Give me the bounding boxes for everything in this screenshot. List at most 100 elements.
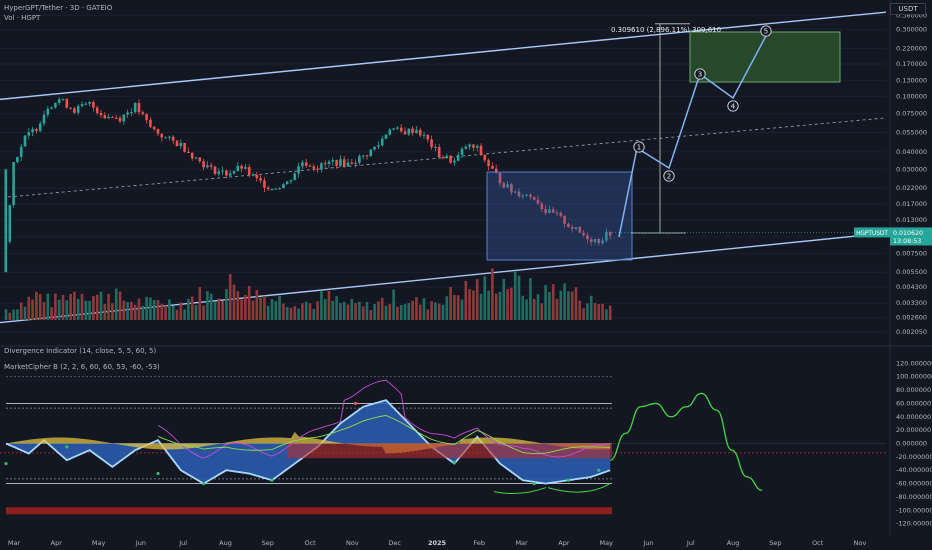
volume-bar <box>441 304 445 320</box>
currency-button[interactable]: USDT <box>890 3 926 15</box>
price-axis-tick: 0.005500 <box>896 268 927 276</box>
candle-body <box>8 205 12 242</box>
time-axis-tick: Jul <box>686 539 695 547</box>
candle-body <box>179 142 183 147</box>
volume-bar <box>358 301 361 320</box>
volume-bar <box>445 296 449 320</box>
volume-bar <box>76 298 80 320</box>
volume-bar <box>426 309 430 320</box>
candle-body <box>407 128 411 135</box>
candle-body <box>479 145 483 155</box>
time-axis-tick: Jul <box>178 539 187 547</box>
candle-body <box>46 108 50 115</box>
osc-signal-dot <box>566 478 571 482</box>
price-axis-tick: 0.220000 <box>896 44 927 52</box>
volume-bar <box>221 300 224 320</box>
candle-body <box>608 231 612 236</box>
wave-label-text: 4 <box>731 102 736 110</box>
candle-body <box>456 154 460 161</box>
wave-label-1[interactable]: 1 <box>633 141 645 153</box>
time-axis-tick: Jun <box>642 539 653 547</box>
price-axis-tick: 0.013000 <box>896 216 927 224</box>
osc-projection-curve[interactable] <box>609 392 763 491</box>
volume-bar <box>494 293 498 320</box>
volume-bar <box>369 309 373 320</box>
volume-bar <box>350 298 354 320</box>
wave-label-text: 2 <box>667 172 671 180</box>
candle-body <box>411 128 414 133</box>
candle-body <box>164 137 167 139</box>
volume-bar <box>544 285 547 320</box>
volume-bar <box>126 301 129 320</box>
volume-bar <box>392 289 395 320</box>
wave-label-3[interactable]: 3 <box>694 68 706 80</box>
candle-body <box>168 136 171 138</box>
volume-bar <box>453 294 456 320</box>
candle-body <box>346 162 350 167</box>
volume-bar <box>468 289 471 320</box>
volume-bar <box>50 307 53 320</box>
volume-bar <box>479 293 483 320</box>
volume-bar <box>460 299 464 320</box>
volume-bar <box>73 291 76 320</box>
volume-bar <box>225 289 228 320</box>
volume-bar <box>133 304 137 320</box>
candle-body <box>225 170 228 176</box>
candle-body <box>339 159 342 166</box>
volume-bar <box>373 304 376 320</box>
volume-bar <box>418 304 422 320</box>
candle-body <box>213 166 217 174</box>
osc-signal-dot <box>4 461 8 466</box>
volume-bar <box>323 298 327 320</box>
volume-bar <box>475 279 479 320</box>
candle-body <box>601 240 604 244</box>
volume-bar <box>304 301 308 320</box>
volume-bar <box>84 300 88 320</box>
volume-bar <box>145 296 148 320</box>
channel-upper-line[interactable] <box>0 11 887 101</box>
volume-bar <box>202 305 205 320</box>
candle-body <box>475 145 479 148</box>
time-axis-tick: Sep <box>262 539 274 547</box>
volume-bar <box>274 301 278 320</box>
candle-body <box>73 108 76 113</box>
symbol-tag-text: HGPTUSDT <box>856 231 888 237</box>
volume-bar <box>31 299 34 320</box>
wave-label-4[interactable]: 4 <box>727 100 739 112</box>
price-axis-tick: 0.170000 <box>896 60 927 68</box>
candle-body <box>570 226 574 229</box>
accumulation-box[interactable] <box>486 171 633 261</box>
volume-bar <box>346 304 350 320</box>
candle-body <box>567 223 570 227</box>
volume-bar <box>12 309 15 320</box>
osc-signal-dot <box>65 445 69 449</box>
volume-bar <box>380 297 384 320</box>
volume-bar <box>297 308 300 320</box>
volume-bar <box>263 295 266 320</box>
volume-bar <box>259 297 262 320</box>
wave-label-5[interactable]: 5 <box>760 25 772 37</box>
candle-body <box>437 146 441 158</box>
osc-axis-tick: 60.000000 <box>896 399 931 407</box>
wave-label-2[interactable]: 2 <box>663 170 675 182</box>
volume-bar <box>164 305 167 320</box>
candle-body <box>434 146 437 148</box>
wave-marker-circle <box>694 68 706 80</box>
candle-body <box>285 181 289 185</box>
volume-bar <box>407 302 411 320</box>
osc-axis-tick: -120.000000 <box>896 520 932 528</box>
volume-bar <box>396 306 399 320</box>
volume-bar <box>65 300 69 320</box>
candle-body <box>468 144 471 147</box>
candles[interactable] <box>4 97 612 273</box>
osc-axis-tick: -80.000000 <box>896 493 932 501</box>
volume-bar <box>255 289 259 320</box>
candle-body <box>61 98 65 100</box>
volume-bar <box>563 283 566 320</box>
target-zone[interactable] <box>689 31 841 83</box>
volume-bar <box>502 278 506 320</box>
candle-body <box>377 145 380 147</box>
volume-bar <box>430 301 433 320</box>
elliott-wave-path[interactable] <box>618 31 769 238</box>
